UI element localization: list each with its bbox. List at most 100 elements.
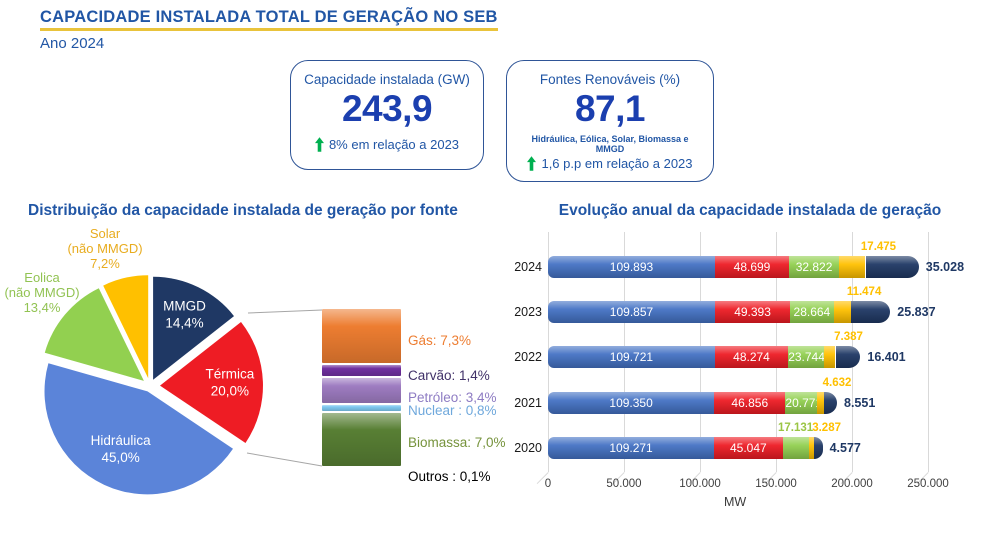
x-axis-tick: 150.000: [755, 477, 797, 490]
breakdown-label-petroleo: Petróleo: 3,4%: [408, 389, 497, 405]
bar-chart-title: Evolução anual da capacidade instalada d…: [558, 201, 942, 219]
bar-segment-mmgd-2024: [865, 255, 919, 278]
breakdown-segment-carvao: [322, 365, 401, 376]
x-axis-tick: 0: [544, 477, 552, 490]
bar-value-label-mmgd: 4.577: [829, 440, 861, 455]
bar-segment-mmgd-2021: [824, 391, 837, 414]
bar-value-label: 48.699: [733, 259, 771, 274]
bar-value-label: 45.047: [729, 440, 767, 455]
bar-value-label: 109.721: [609, 349, 654, 364]
bar-value-label: 20.771: [785, 395, 823, 410]
bar-value-label: 48.274: [733, 349, 770, 364]
charts-row: Distribuição da capacidade instalada de …: [0, 202, 992, 520]
up-arrow-icon: [527, 155, 537, 171]
kpi-card-capacidade-instalada: Capacidade instalada (GW) 243,9 8% em re…: [290, 60, 484, 170]
stacked-bar-chart: 0 50.000 100.000 150.000 200.000 250.000 MW 202…: [508, 226, 992, 518]
kpi-delta: 1,6 p.p em relação a 2023: [519, 156, 701, 171]
pie-svg: MMGD 14,4% Térmica 20,0% Hidráulica 45,0%: [44, 274, 323, 495]
bar-value-label: 28.664: [793, 304, 831, 319]
pie-label-eolica: Eolica (não MMGD) 13,4%: [0, 270, 90, 315]
pie-label-solar: Solar (não MMGD) 7,2%: [50, 226, 160, 271]
breakdown-segment-gas: [322, 308, 401, 364]
bar-segment-eolica-2021: [785, 391, 817, 414]
bar-section: Evolução anual da capacidade instalada d…: [508, 202, 992, 520]
pie-slice-mmgd: [153, 276, 234, 380]
kpi-note: Hidráulica, Eólica, Solar, Biomassa e MM…: [531, 133, 689, 154]
breakdown-label-outros: Outros : 0,1%: [408, 468, 491, 484]
bar-value-label-solar: 17.475: [860, 240, 897, 253]
page-subtitle: Ano 2024: [40, 35, 105, 52]
bar-value-label: 109.271: [609, 440, 653, 455]
pie-slice-termica: [160, 321, 263, 443]
bar-value-label: 109.857: [609, 304, 654, 319]
x-axis-label: MW: [724, 494, 747, 509]
bar-segment-solar-2024: [838, 255, 866, 278]
bar-value-label-eolica: 17.131: [778, 421, 814, 434]
year-label-2022: 2022: [514, 349, 542, 364]
year-label-2021: 2021: [514, 395, 542, 410]
pie-label-line: Solar: [89, 225, 121, 241]
pie-slice-label: MMGD: [163, 298, 206, 313]
kpi-card-fontes-renovaveis: Fontes Renováveis (%) 87,1 Hidráulica, E…: [506, 60, 714, 182]
kpi-delta: 8% em relação a 2023: [303, 137, 471, 152]
pie-slice-label: 45,0%: [101, 450, 139, 465]
pie-slice-label: 14,4%: [165, 315, 203, 330]
bar-value-label-mmgd: 35.028: [925, 259, 965, 274]
bar-segment-hidraulica-2020: [548, 436, 715, 459]
x-axis-tick: 100.000: [679, 477, 721, 490]
bar-segment-solar-2020: [808, 436, 814, 459]
bar-segment-solar-2023: [833, 300, 851, 323]
pie-chart: MMGD 14,4% Térmica 20,0% Hidráulica 45,0% Sol…: [0, 226, 508, 520]
pie-slice-hidraulica: [44, 362, 234, 495]
bar-segment-mmgd-2020: [813, 436, 823, 459]
breakdown-connector-line: [247, 309, 323, 314]
pie-slice-label: 20,0%: [211, 383, 249, 398]
year-label-2024: 2024: [514, 259, 542, 274]
pie-label-line: (não MMGD): [4, 284, 80, 300]
breakdown-label-carvao: Carvão: 1,4%: [408, 367, 490, 383]
bar-segment-termica-2022: [714, 345, 789, 368]
pie-section: Distribuição da capacidade instalada de …: [0, 202, 508, 520]
bar-segment-hidraulica-2023: [548, 300, 715, 323]
breakdown-segment-biomassa: [322, 413, 401, 466]
pie-slice-label: Hidráulica: [91, 433, 152, 448]
year-label-2020: 2020: [514, 440, 542, 455]
bar-segment-solar-2022: [824, 345, 836, 368]
bar-segment-termica-2021: [714, 391, 786, 414]
bar-segment-eolica-2023: [790, 300, 834, 323]
kpi-row: Capacidade instalada (GW) 243,9 8% em re…: [290, 60, 992, 182]
bar-value-label: 46.856: [731, 395, 769, 410]
breakdown-label-nuclear: Nuclear : 0,8%: [408, 402, 497, 418]
bar-value-label: 109.350: [609, 395, 653, 410]
year-label-2023: 2023: [514, 304, 542, 319]
breakdown-label-gas: Gás: 7,3%: [408, 332, 472, 348]
kpi-value: 87,1: [574, 88, 646, 129]
bar-value-label-solar: 11.474: [846, 285, 882, 298]
pie-label-line: (não MMGD): [67, 240, 143, 256]
bar-segment-eolica-2022: [788, 345, 825, 368]
pie-slice-solar-nao-mmgd: [103, 274, 149, 378]
x-axis-tick: 200.000: [831, 477, 873, 490]
bar-value-label: 32.822: [795, 259, 833, 274]
header: CAPACIDADE INSTALADA TOTAL DE GERAÇÃO NO…: [0, 0, 992, 52]
bar-value-label-solar: 3.287: [812, 421, 841, 434]
breakdown-label-biomassa: Biomassa: 7,0%: [408, 434, 506, 450]
up-arrow-icon: [314, 136, 324, 152]
kpi-delta-text: 8% em relação a 2023: [328, 136, 460, 152]
bar-segment-mmgd-2022: [835, 345, 861, 368]
bar-value-label: 23.744: [788, 349, 825, 364]
bar-segment-hidraulica-2022: [548, 345, 715, 368]
bar-value-label: 109.893: [609, 259, 654, 274]
bar-value-label: 49.393: [734, 304, 771, 319]
bar-segment-termica-2024: [715, 255, 789, 278]
bar-segment-mmgd-2023: [851, 300, 891, 323]
bar-value-label-mmgd: 25.837: [897, 304, 936, 319]
pie-label-line: Eolica: [24, 269, 60, 285]
breakdown-connector-line: [246, 452, 323, 467]
termica-breakdown-bar: [322, 308, 401, 468]
bar-segment-hidraulica-2021: [548, 391, 715, 414]
bar-segment-termica-2023: [715, 300, 791, 323]
pie-label-line: 7,2%: [90, 255, 120, 271]
pie-label-line: 13,4%: [23, 299, 61, 315]
